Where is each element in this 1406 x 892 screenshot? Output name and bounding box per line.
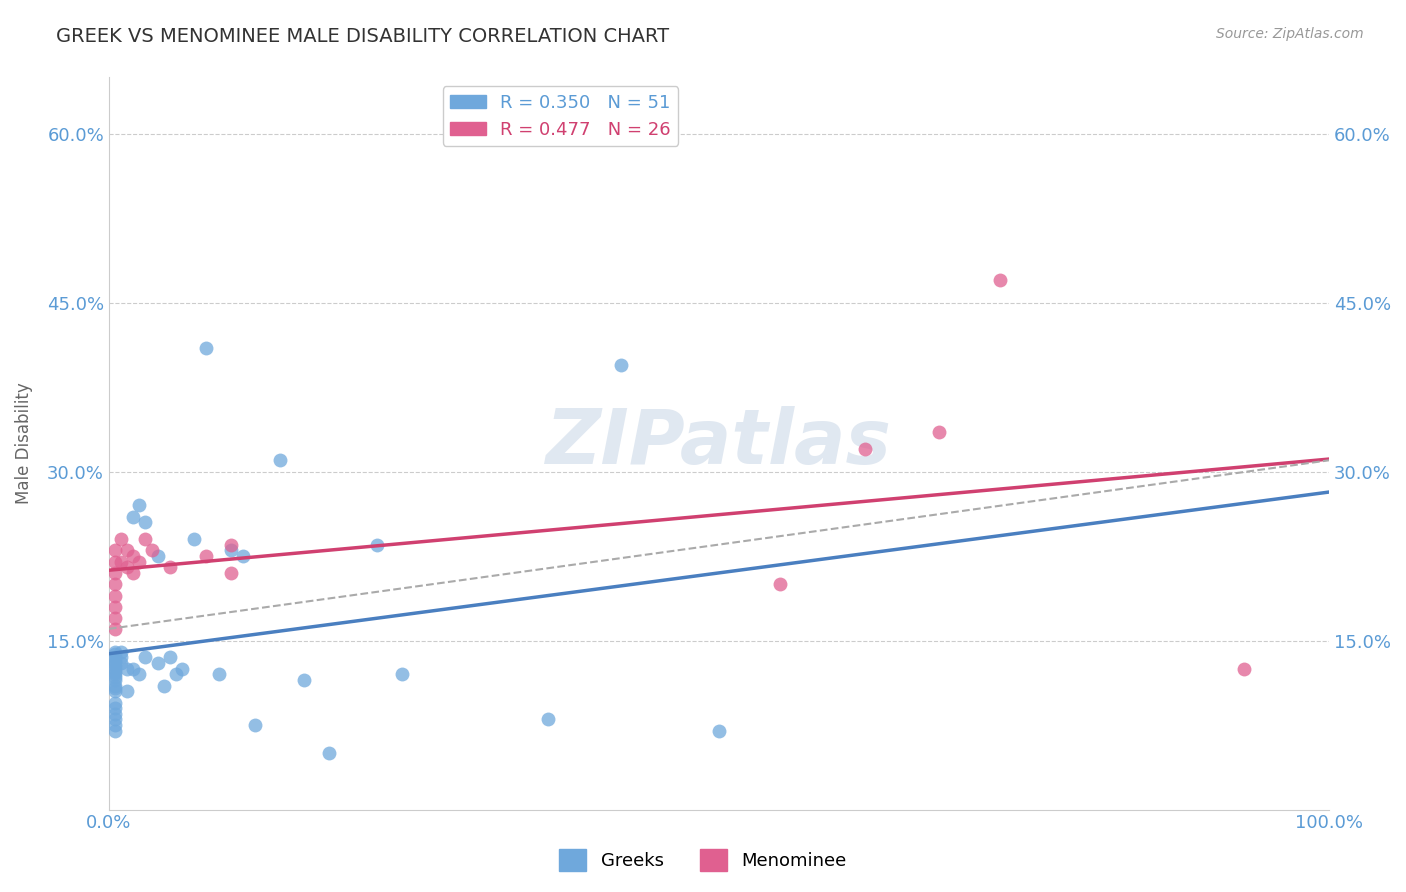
- Point: [366, 538, 388, 552]
- Point: [110, 650, 132, 665]
- Point: [122, 662, 145, 676]
- Point: [104, 701, 127, 715]
- Point: [146, 656, 169, 670]
- Point: [104, 713, 127, 727]
- Point: [115, 662, 138, 676]
- Point: [232, 549, 254, 563]
- Point: [707, 723, 730, 738]
- Point: [104, 718, 127, 732]
- Point: [165, 667, 187, 681]
- Point: [219, 566, 242, 580]
- Point: [853, 442, 876, 456]
- Legend: Greeks, Menominee: Greeks, Menominee: [553, 842, 853, 879]
- Point: [104, 611, 127, 625]
- Point: [104, 723, 127, 738]
- Point: [988, 273, 1011, 287]
- Point: [104, 623, 127, 637]
- Point: [928, 425, 950, 440]
- Legend: R = 0.350   N = 51, R = 0.477   N = 26: R = 0.350 N = 51, R = 0.477 N = 26: [443, 87, 678, 146]
- Point: [115, 684, 138, 698]
- Point: [110, 555, 132, 569]
- Point: [146, 549, 169, 563]
- Point: [104, 658, 127, 673]
- Y-axis label: Male Disability: Male Disability: [15, 383, 32, 504]
- Text: ZIPatlas: ZIPatlas: [546, 407, 891, 481]
- Point: [128, 667, 150, 681]
- Point: [104, 684, 127, 698]
- Point: [128, 555, 150, 569]
- Point: [183, 533, 205, 547]
- Point: [104, 650, 127, 665]
- Point: [195, 549, 218, 563]
- Point: [104, 654, 127, 668]
- Point: [159, 560, 181, 574]
- Point: [269, 453, 291, 467]
- Point: [104, 645, 127, 659]
- Point: [104, 681, 127, 695]
- Text: GREEK VS MENOMINEE MALE DISABILITY CORRELATION CHART: GREEK VS MENOMINEE MALE DISABILITY CORRE…: [56, 27, 669, 45]
- Point: [172, 662, 194, 676]
- Point: [219, 538, 242, 552]
- Point: [159, 650, 181, 665]
- Point: [104, 706, 127, 721]
- Text: Source: ZipAtlas.com: Source: ZipAtlas.com: [1216, 27, 1364, 41]
- Point: [110, 533, 132, 547]
- Point: [104, 589, 127, 603]
- Point: [128, 499, 150, 513]
- Point: [134, 516, 156, 530]
- Point: [208, 667, 231, 681]
- Point: [391, 667, 413, 681]
- Point: [110, 645, 132, 659]
- Point: [769, 577, 792, 591]
- Point: [292, 673, 315, 687]
- Point: [318, 746, 340, 760]
- Point: [110, 656, 132, 670]
- Point: [104, 670, 127, 684]
- Point: [122, 549, 145, 563]
- Point: [104, 665, 127, 680]
- Point: [104, 679, 127, 693]
- Point: [219, 543, 242, 558]
- Point: [122, 509, 145, 524]
- Point: [115, 560, 138, 574]
- Point: [537, 713, 560, 727]
- Point: [104, 667, 127, 681]
- Point: [104, 577, 127, 591]
- Point: [104, 662, 127, 676]
- Point: [104, 673, 127, 687]
- Point: [152, 679, 174, 693]
- Point: [104, 696, 127, 710]
- Point: [141, 543, 163, 558]
- Point: [104, 647, 127, 661]
- Point: [134, 533, 156, 547]
- Point: [104, 555, 127, 569]
- Point: [195, 341, 218, 355]
- Point: [104, 599, 127, 614]
- Point: [104, 656, 127, 670]
- Point: [610, 358, 633, 372]
- Point: [1232, 662, 1254, 676]
- Point: [115, 543, 138, 558]
- Point: [104, 543, 127, 558]
- Point: [134, 650, 156, 665]
- Point: [245, 718, 267, 732]
- Point: [104, 566, 127, 580]
- Point: [122, 566, 145, 580]
